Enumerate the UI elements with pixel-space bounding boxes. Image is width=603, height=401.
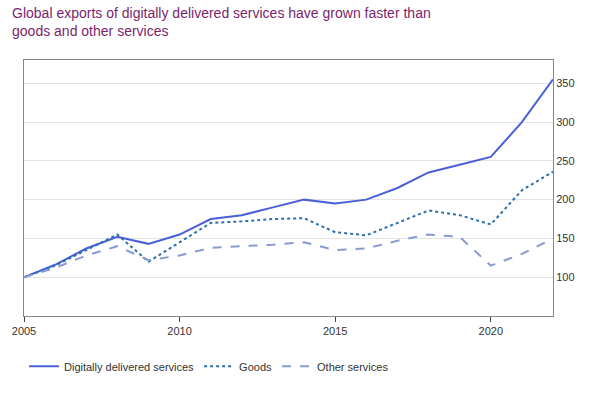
svg-text:150: 150 bbox=[556, 232, 574, 244]
svg-text:Goods: Goods bbox=[239, 361, 272, 373]
svg-text:Other services: Other services bbox=[317, 361, 388, 373]
svg-text:Digitally delivered services: Digitally delivered services bbox=[64, 361, 194, 373]
svg-text:2010: 2010 bbox=[167, 325, 191, 337]
svg-text:200: 200 bbox=[556, 193, 574, 205]
svg-text:2020: 2020 bbox=[479, 325, 503, 337]
svg-text:300: 300 bbox=[556, 116, 574, 128]
svg-text:350: 350 bbox=[556, 77, 574, 89]
svg-text:100: 100 bbox=[556, 271, 574, 283]
svg-text:250: 250 bbox=[556, 155, 574, 167]
svg-text:Global exports of digitally de: Global exports of digitally delivered se… bbox=[12, 5, 431, 39]
svg-text:2015: 2015 bbox=[323, 325, 347, 337]
svg-text:2005: 2005 bbox=[12, 325, 36, 337]
